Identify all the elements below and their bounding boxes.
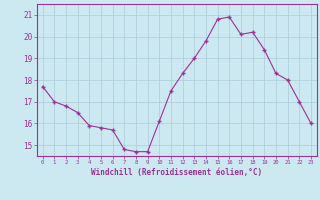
X-axis label: Windchill (Refroidissement éolien,°C): Windchill (Refroidissement éolien,°C)	[91, 168, 262, 177]
